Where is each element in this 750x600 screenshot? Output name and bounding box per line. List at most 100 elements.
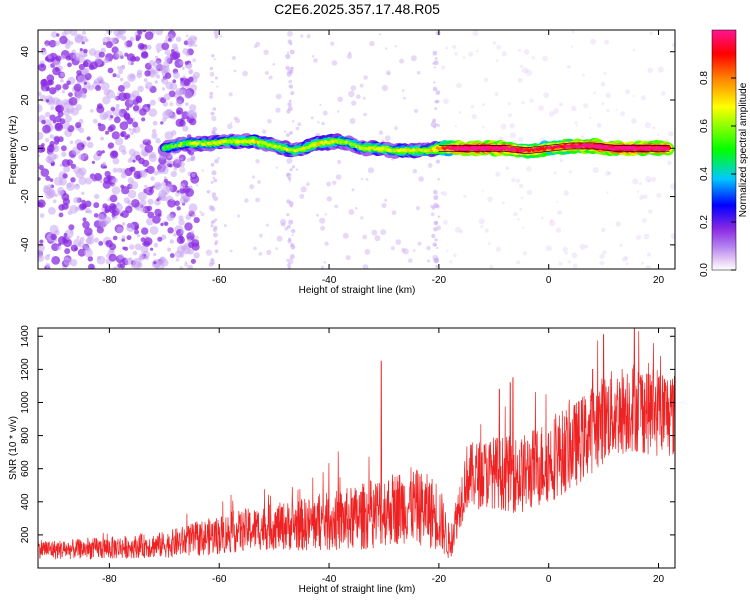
noise-blob bbox=[129, 36, 135, 42]
noise-blob bbox=[543, 92, 550, 99]
noise-blob bbox=[244, 198, 249, 203]
y-tick-label: 1400 bbox=[20, 325, 31, 348]
noise-blob bbox=[123, 197, 131, 204]
noise-blob bbox=[106, 174, 112, 181]
noise-blob bbox=[58, 212, 64, 218]
noise-blob bbox=[134, 229, 139, 235]
noise-blob bbox=[121, 222, 126, 226]
noise-blob bbox=[330, 41, 335, 46]
noise-blob bbox=[96, 226, 104, 234]
noise-blob bbox=[63, 257, 72, 266]
noise-blob bbox=[56, 245, 62, 251]
colorbar-tick-label: 0.0 bbox=[699, 263, 710, 277]
noise-blob bbox=[45, 175, 51, 181]
noise-blob bbox=[169, 82, 178, 91]
noise-blob bbox=[211, 192, 217, 197]
noise-blob bbox=[113, 116, 121, 124]
noise-blob bbox=[433, 125, 437, 129]
noise-blob bbox=[95, 85, 102, 91]
noise-blob bbox=[68, 224, 75, 231]
noise-blob bbox=[229, 249, 233, 253]
noise-blob bbox=[624, 256, 628, 260]
noise-blob bbox=[362, 96, 366, 100]
noise-blob bbox=[54, 136, 60, 143]
noise-blob bbox=[170, 197, 174, 201]
noise-blob bbox=[124, 41, 128, 45]
noise-blob bbox=[55, 55, 62, 62]
y-tick-label: 20 bbox=[20, 94, 31, 106]
noise-blob bbox=[529, 98, 534, 103]
noise-blob bbox=[632, 95, 635, 97]
noise-blob bbox=[51, 31, 58, 38]
noise-blob bbox=[208, 262, 214, 267]
noise-blob bbox=[531, 56, 536, 60]
noise-blob bbox=[432, 86, 438, 92]
noise-blob bbox=[433, 227, 438, 232]
noise-blob bbox=[231, 55, 236, 61]
noise-blob bbox=[349, 118, 356, 124]
noise-blob bbox=[120, 132, 125, 137]
noise-blob bbox=[255, 41, 261, 47]
colorbar-ticks: 0.0 0.2 0.4 0.6 0.8 bbox=[699, 71, 736, 277]
noise-blob bbox=[210, 111, 215, 116]
noise-blob bbox=[446, 249, 449, 252]
noise-blob bbox=[153, 261, 157, 265]
noise-blob bbox=[50, 105, 55, 111]
noise-blob bbox=[145, 81, 153, 90]
colorbar-tick-label: 0.8 bbox=[699, 71, 710, 85]
noise-blob bbox=[102, 203, 108, 209]
noise-blob bbox=[88, 263, 95, 269]
noise-blob bbox=[83, 248, 93, 258]
noise-blob bbox=[174, 200, 180, 206]
noise-blob bbox=[175, 192, 180, 197]
noise-blob bbox=[558, 261, 563, 266]
noise-blob bbox=[522, 251, 527, 256]
noise-blob bbox=[484, 228, 489, 233]
x-tick-label: -20 bbox=[432, 275, 447, 286]
noise-blob bbox=[287, 51, 289, 54]
noise-blob bbox=[98, 241, 104, 246]
noise-blob bbox=[146, 165, 155, 174]
noise-blob bbox=[57, 110, 64, 117]
noise-blob bbox=[255, 197, 260, 203]
noise-blob bbox=[136, 234, 141, 238]
noise-blob bbox=[66, 182, 75, 191]
noise-blob bbox=[289, 168, 293, 172]
noise-blob bbox=[102, 96, 111, 105]
noise-blob bbox=[63, 232, 68, 237]
noise-blob bbox=[391, 210, 397, 216]
noise-blob bbox=[209, 95, 213, 99]
noise-blob bbox=[61, 99, 70, 108]
noise-blob bbox=[542, 55, 548, 62]
noise-blob bbox=[121, 35, 127, 41]
noise-blob bbox=[360, 216, 364, 220]
noise-blob bbox=[90, 109, 94, 113]
noise-blob bbox=[326, 181, 332, 187]
noise-blob bbox=[93, 237, 99, 243]
noise-blob bbox=[454, 52, 458, 56]
noise-blob bbox=[107, 126, 114, 133]
y-tick-label: 1200 bbox=[20, 358, 31, 381]
noise-blob bbox=[96, 255, 106, 265]
noise-blob bbox=[606, 191, 609, 194]
noise-blob bbox=[45, 86, 50, 92]
noise-blob bbox=[188, 70, 193, 75]
noise-blob bbox=[571, 252, 578, 259]
noise-blob bbox=[139, 143, 145, 149]
noise-blob bbox=[223, 224, 227, 228]
snr-y-label: SNR (10 * v/v) bbox=[8, 416, 19, 480]
noise-blob bbox=[75, 183, 79, 187]
noise-blob bbox=[169, 102, 174, 107]
noise-blob bbox=[502, 201, 505, 205]
noise-blob bbox=[492, 41, 497, 45]
noise-blob bbox=[84, 227, 93, 236]
noise-blob bbox=[59, 35, 68, 45]
colorbar-tick-label: 0.2 bbox=[699, 215, 710, 229]
noise-blob bbox=[66, 159, 74, 166]
x-tick-label: -20 bbox=[432, 574, 447, 585]
noise-blob bbox=[160, 258, 169, 267]
noise-blob bbox=[434, 107, 438, 110]
noise-blob bbox=[205, 249, 212, 256]
noise-blob bbox=[78, 176, 87, 186]
noise-blob bbox=[266, 249, 272, 255]
